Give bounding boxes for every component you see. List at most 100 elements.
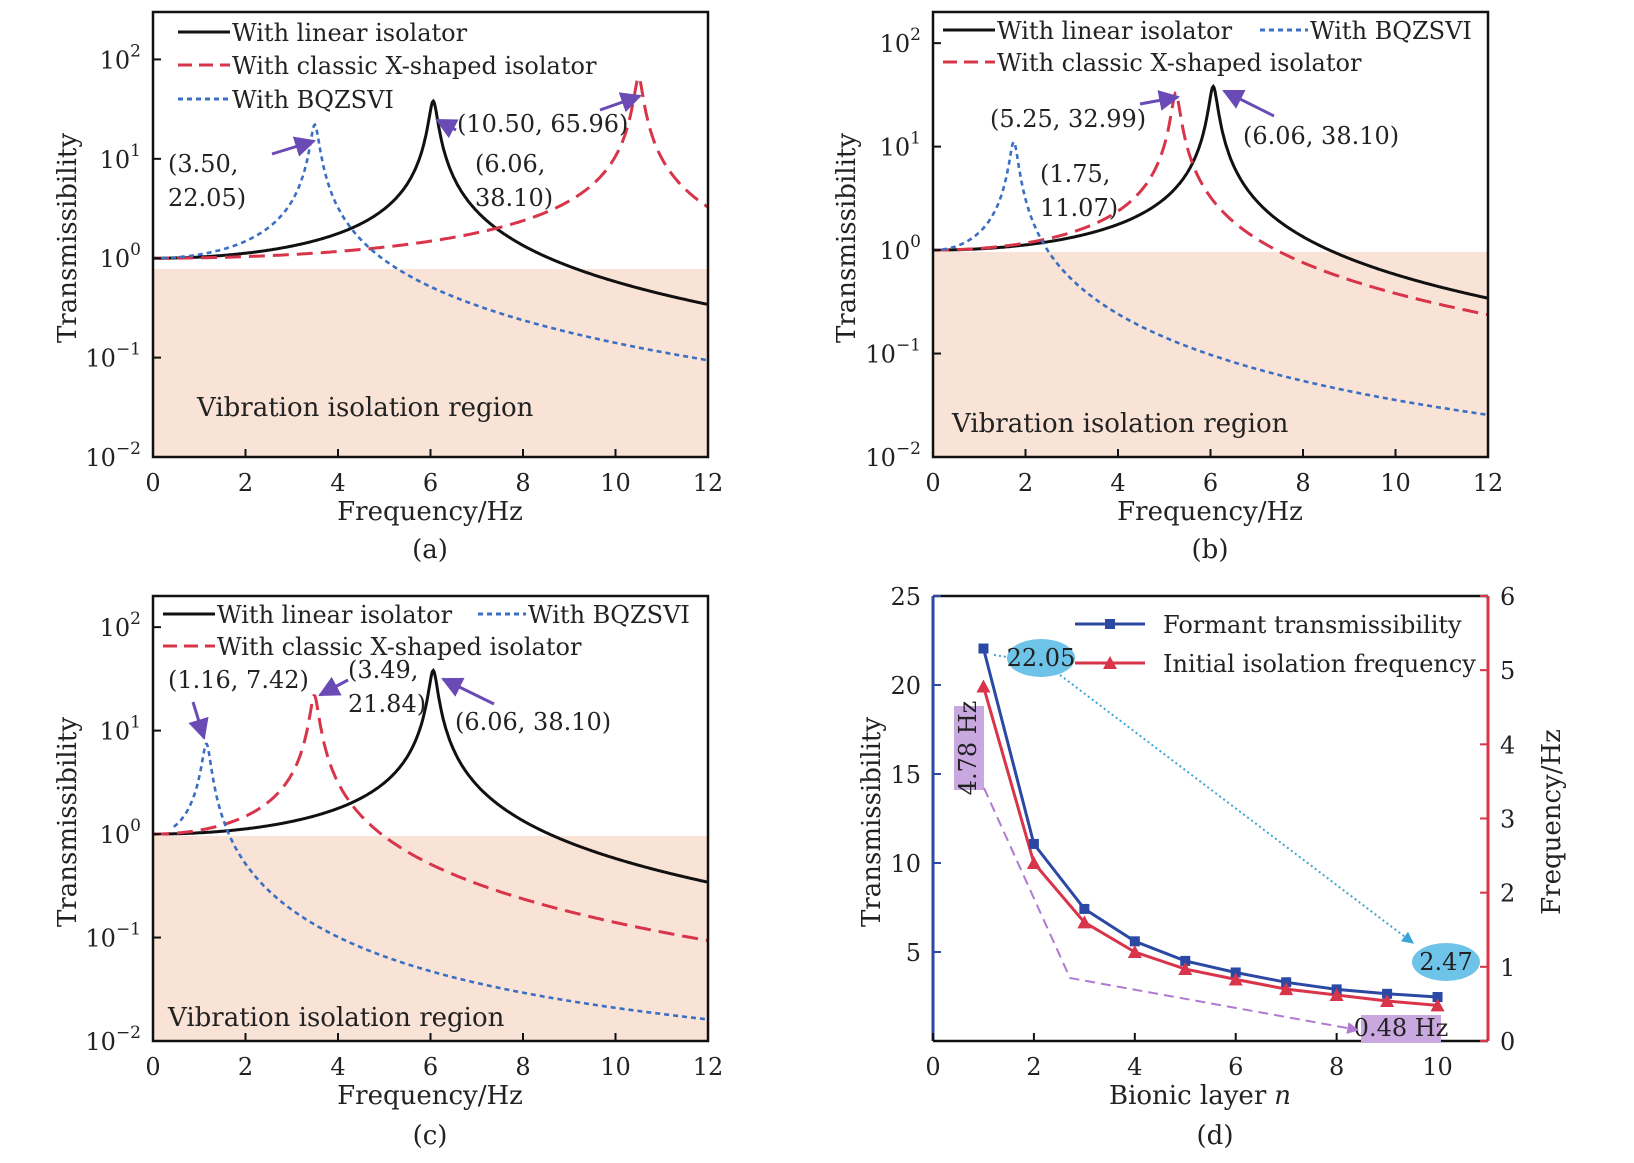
y-axis-label-c: Transmissibility — [53, 717, 83, 927]
y-right-tick-label: 5 — [1500, 657, 1515, 685]
series-line — [153, 74, 709, 260]
y-tick-label: 20 — [890, 672, 921, 700]
x-ticks-b: 0 2 4 6 8 10 12 — [925, 449, 1503, 497]
x-tick-label: 12 — [1473, 469, 1504, 497]
annotation-classic-a: (10.50, 65.96) — [457, 110, 628, 138]
x-tick-label: 8 — [1295, 469, 1310, 497]
y-tick-label: 10−2 — [85, 439, 141, 472]
annotation-linear-b: (6.06, 38.10) — [1243, 122, 1399, 150]
region-label-b: Vibration isolation region — [951, 409, 1289, 439]
x-axis-label-c: Frequency/Hz — [337, 1081, 523, 1111]
series-line — [173, 742, 709, 1021]
x-tick-label: 10 — [600, 1053, 631, 1081]
series-line — [933, 140, 1489, 417]
y-tick-label: 101 — [880, 129, 921, 162]
arrow-classic-b — [1139, 90, 1181, 111]
caption-a: (a) — [412, 535, 448, 565]
y-tick-label: 15 — [890, 761, 921, 789]
arrow-bqzsvi-a — [271, 136, 317, 157]
callout-arrow-hz — [983, 787, 1360, 1034]
y-tick-label: 101 — [100, 713, 141, 746]
y-axis-label-b: Transmissibility — [832, 133, 862, 343]
curves-a — [153, 74, 709, 362]
y-right-tick-label: 6 — [1500, 583, 1515, 611]
legend-label-bqzsvi: With BQZSVI — [232, 86, 394, 114]
initial-point — [1380, 993, 1395, 1007]
y-ticks-b: 102 101 100 10−1 10−2 — [865, 25, 941, 472]
legend-label-formant: Formant transmissibility — [1163, 611, 1462, 639]
legend-label-classic-b: With classic X-shaped isolator — [997, 49, 1362, 77]
x-axis-label-b: Frequency/Hz — [1117, 497, 1303, 527]
series-line — [933, 91, 1489, 317]
x-tick-label: 6 — [1203, 469, 1218, 497]
x-tick-label: 6 — [423, 1053, 438, 1081]
x-tick-label: 2 — [238, 1053, 253, 1081]
svg-text:22.05: 22.05 — [1007, 644, 1076, 672]
x-tick-label: 6 — [423, 469, 438, 497]
x-ticks-a: 0 2 4 6 8 10 12 — [145, 449, 723, 497]
y-tick-label: 10−2 — [85, 1023, 141, 1056]
series-line — [153, 693, 709, 942]
region-label-a: Vibration isolation region — [196, 393, 534, 423]
y-tick-label: 101 — [100, 141, 141, 174]
y-right-tick-label: 1 — [1500, 954, 1515, 982]
arrow-classic-c — [318, 676, 349, 697]
formant-point — [1079, 903, 1090, 914]
x-tick-label: 2 — [1026, 1053, 1041, 1081]
initial-point — [1430, 998, 1445, 1012]
x-tick-label: 12 — [693, 469, 724, 497]
panel-a: 0 2 4 6 8 10 12 102 101 100 10−1 10−2 Frequency/Hz… — [53, 10, 723, 565]
x-ticks-d: 0 2 4 6 8 10 — [925, 1033, 1453, 1081]
y-tick-label: 10−2 — [865, 439, 921, 472]
initial-point — [976, 679, 991, 693]
plot-d — [976, 643, 1445, 1012]
x-tick-label: 2 — [238, 469, 253, 497]
y-tick-label: 102 — [100, 41, 141, 74]
series-line — [153, 122, 709, 362]
x-tick-label: 10 — [1380, 469, 1411, 497]
legend-marker-initial — [1103, 656, 1117, 669]
arrow-linear-b — [1222, 89, 1275, 118]
annotation-classic-c: (3.49, 21.84) — [348, 656, 426, 718]
x-axis-label-a: Frequency/Hz — [337, 497, 523, 527]
x-tick-label: 8 — [515, 1053, 530, 1081]
x-tick-label: 12 — [693, 1053, 724, 1081]
initial-point — [1279, 982, 1294, 996]
svg-text:2.47: 2.47 — [1419, 948, 1472, 976]
legend-a: With linear isolator With classic X-shap… — [178, 19, 597, 114]
initial-point — [1228, 972, 1243, 986]
legend-label-bqzsvi-b: With BQZSVI — [1310, 17, 1472, 45]
x-tick-label: 0 — [145, 1053, 160, 1081]
arrow-classic-a — [599, 92, 642, 113]
legend-marker-formant — [1105, 619, 1115, 629]
arrow-linear-c — [441, 677, 495, 706]
initial-point — [1178, 962, 1193, 976]
callout-arrow-22.05 — [1059, 674, 1414, 944]
y-right-tick-label: 2 — [1500, 880, 1515, 908]
callout-0.48hz: 0.48 Hz — [1354, 1014, 1448, 1043]
caption-c: (c) — [413, 1121, 448, 1151]
annotation-linear-c: (6.06, 38.10) — [455, 708, 611, 736]
legend-label-linear-b: With linear isolator — [997, 17, 1233, 45]
region-label-c: Vibration isolation region — [167, 1003, 505, 1033]
y-ticks-right-d: 0 1 2 3 4 5 6 — [1480, 583, 1515, 1056]
x-tick-label: 10 — [600, 469, 631, 497]
x-tick-label: 4 — [1110, 469, 1125, 497]
series-line-initial — [982, 686, 1438, 1007]
legend-c: With linear isolator With BQZSVI With cl… — [163, 601, 690, 661]
annotation-classic-b: (5.25, 32.99) — [990, 105, 1146, 133]
legend-label-classic: With classic X-shaped isolator — [232, 52, 597, 80]
callout-link-22.05 — [993, 654, 1008, 658]
x-ticks-c: 0 2 4 6 8 10 12 — [145, 1033, 723, 1081]
y-axis-label-a: Transmissibility — [53, 133, 83, 343]
x-tick-label: 4 — [330, 1053, 345, 1081]
y-axis-label-right-d: Frequency/Hz — [1537, 729, 1567, 915]
callout-4.78hz: 4.78 Hz — [954, 701, 984, 795]
formant-point — [1028, 838, 1039, 849]
y-tick-label: 10 — [890, 850, 921, 878]
formant-point — [1382, 988, 1393, 999]
series-line-formant — [982, 648, 1438, 999]
panel-c: 0 2 4 6 8 10 12 102 101 100 10−1 10−2 Frequency/Hz… — [53, 594, 723, 1151]
